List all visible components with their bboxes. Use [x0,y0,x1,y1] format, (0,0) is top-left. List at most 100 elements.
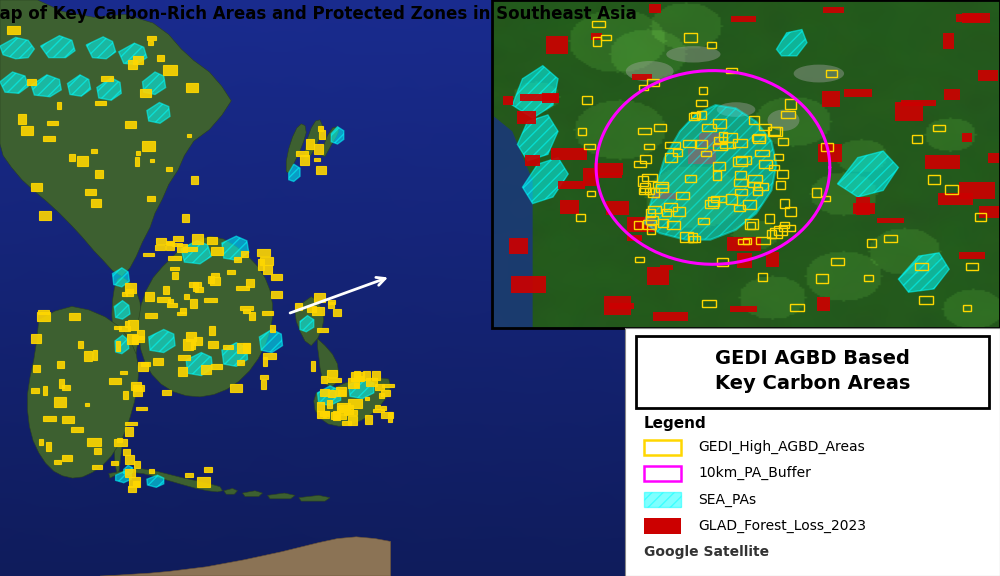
Polygon shape [222,236,249,260]
Bar [314,158,320,161]
Bar [727,237,761,251]
Polygon shape [268,493,295,499]
Bar [774,226,787,235]
Ellipse shape [666,46,721,63]
Bar [243,309,250,313]
Bar [258,259,264,270]
Bar [653,312,688,321]
Bar [375,406,380,410]
Bar [183,247,197,251]
Polygon shape [100,537,391,576]
Polygon shape [517,115,558,161]
Bar [148,41,153,45]
Bar [817,297,830,310]
Bar [644,465,681,481]
Bar [295,303,302,310]
Bar [21,126,33,135]
Bar [375,384,384,391]
Bar [743,238,751,244]
Polygon shape [349,379,374,399]
Bar [344,410,357,415]
Polygon shape [304,120,322,162]
Bar [755,150,769,156]
Bar [812,188,821,197]
Polygon shape [124,465,132,475]
Bar [101,76,113,81]
Bar [656,184,668,192]
Bar [162,390,171,395]
Bar [177,312,186,314]
Bar [938,193,973,206]
Polygon shape [289,164,300,181]
Bar [187,134,191,137]
Bar [365,397,369,400]
Bar [172,272,178,279]
Bar [699,134,720,147]
Bar [658,219,668,228]
Bar [354,382,358,386]
Bar [211,365,222,369]
Bar [262,312,273,315]
Bar [558,181,585,189]
Polygon shape [68,75,91,96]
Bar [713,171,721,180]
Bar [47,121,58,125]
Text: Legend: Legend [644,416,706,431]
Bar [314,293,325,302]
Bar [354,372,360,380]
Bar [69,313,80,320]
Polygon shape [116,471,131,483]
Polygon shape [0,37,34,59]
Bar [711,196,726,202]
Bar [769,165,779,170]
Bar [92,465,102,469]
Bar [43,416,56,421]
Bar [587,191,595,196]
Bar [300,155,309,165]
Bar [647,79,659,86]
Bar [646,209,655,217]
Bar [306,139,314,149]
Bar [208,276,214,283]
Bar [702,300,716,307]
Bar [627,217,655,232]
Bar [912,135,922,143]
Bar [877,218,904,223]
Polygon shape [147,103,170,123]
Bar [163,65,177,75]
Bar [204,467,212,472]
Bar [695,140,707,147]
Polygon shape [112,268,129,287]
Bar [511,275,546,293]
Polygon shape [97,78,121,100]
Bar [748,181,760,187]
Bar [707,42,716,48]
Bar [257,249,270,256]
Bar [132,335,138,344]
Polygon shape [644,105,776,240]
Bar [606,201,629,215]
Bar [190,298,197,308]
Bar [311,361,315,370]
Bar [790,304,804,311]
Bar [331,412,340,419]
Bar [731,16,756,22]
Bar [54,397,66,407]
Bar [31,388,39,393]
Bar [648,188,659,197]
Bar [157,297,170,302]
Bar [246,279,254,287]
Bar [945,185,958,194]
Bar [178,367,187,376]
Polygon shape [318,339,339,387]
Bar [84,351,92,361]
Bar [756,237,770,244]
Bar [59,378,64,388]
Text: 10km_PA_Buffer: 10km_PA_Buffer [698,466,811,480]
Bar [18,113,26,124]
Bar [646,216,658,225]
Bar [271,291,282,298]
Bar [135,157,139,166]
Bar [137,330,144,339]
Bar [736,156,751,164]
